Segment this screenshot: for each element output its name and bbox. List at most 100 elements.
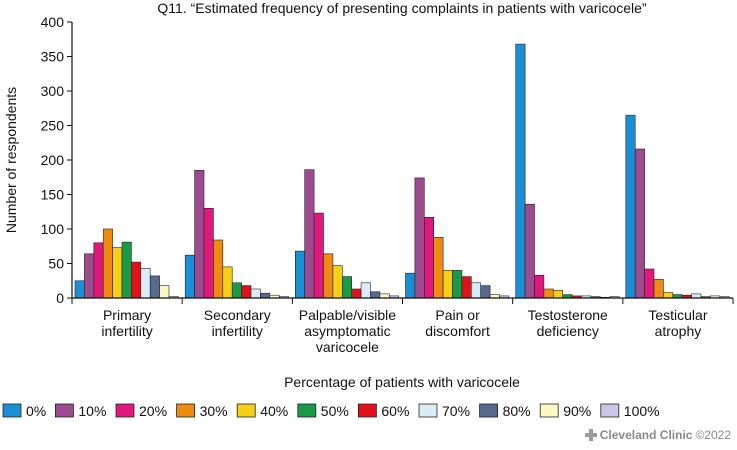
bar-30pct-2 [323,253,334,299]
x-category-label-line: Palpable/visible [299,307,396,323]
bar-30pct-4 [543,288,554,299]
bar-40pct-2 [332,265,343,299]
bar-10pct-3 [414,177,425,299]
x-category-label: Testicular atrophy [648,307,707,339]
x-category-label-line: Testicular [648,307,707,323]
y-tick-label: 50 [48,256,64,272]
bar-60pct-2 [351,288,362,299]
bar-90pct-2 [379,293,390,299]
bar-50pct-2 [341,276,352,299]
bar-50pct-0 [121,241,132,299]
bar-20pct-1 [203,208,214,299]
bar-30pct-5 [653,279,664,299]
x-category-label: Pain or discomfort [425,307,490,339]
bar-30pct-0 [102,228,113,299]
bar-40pct-4 [552,290,563,299]
y-tick-label: 0 [56,290,64,306]
bar-80pct-3 [480,285,491,299]
x-category-label-line: Testosterone [528,307,608,323]
y-tick-label: 400 [41,14,65,30]
x-category-label-line: atrophy [655,323,702,339]
bar-0pct-3 [405,272,416,299]
legend-label-50pct: 50% [321,403,349,419]
legend-swatch-0pct [2,403,22,418]
bar-70pct-3 [470,282,481,299]
legend-swatch-100pct [600,403,620,418]
bar-0pct-1 [184,254,195,299]
x-category-label-line: infertility [212,323,263,339]
legend-label-100pct: 100% [624,403,660,419]
x-category-label-line: Secondary [204,307,271,323]
bar-20pct-4 [534,274,545,299]
y-tick-label: 100 [41,221,65,237]
bar-70pct-1 [250,288,261,299]
bar-60pct-3 [461,276,472,299]
legend-swatch-30pct [176,403,196,418]
bar-30pct-1 [213,239,224,299]
bar-10pct-1 [194,170,205,299]
bar-30pct-3 [433,237,444,299]
bar-40pct-1 [222,266,233,299]
legend-swatch-90pct [539,403,559,418]
legend-swatch-10pct [55,403,74,418]
legend-swatch-40pct [236,403,256,418]
bar-10pct-0 [84,253,95,299]
bar-90pct-0 [159,285,170,299]
bar-40pct-5 [663,292,674,299]
bar-20pct-0 [93,242,104,299]
bar-70pct-0 [140,267,151,299]
legend-swatch-20pct [115,403,135,418]
y-tick-label: 250 [41,118,65,134]
x-category-label: Secondary infertility [204,307,271,339]
legend-label-30pct: 30% [200,403,228,419]
bar-0pct-2 [294,250,305,299]
legend-swatch-50pct [297,403,317,418]
x-category-label-line: Pain or [435,307,480,323]
x-category-label-line: Primary [103,307,151,323]
bar-70pct-5 [691,293,702,299]
cleveland-clinic-logo-icon [584,429,597,441]
x-category-label-line: asymptomatic [304,323,390,339]
bar-80pct-0 [149,275,160,299]
bar-0pct-0 [74,280,85,299]
bar-0pct-5 [625,114,636,299]
bar-20pct-5 [644,268,655,299]
x-category-label: Primary infertility [101,307,152,339]
bar-80pct-2 [370,291,381,299]
legend-label-90pct: 90% [563,403,591,419]
bar-20pct-3 [423,217,434,299]
credit-copyright: ©2022 [695,428,731,442]
legend-swatch-60pct [357,403,377,418]
bar-50pct-3 [452,270,463,299]
bar-60pct-1 [241,285,252,299]
chart-title: Q11. “Estimated frequency of presenting … [157,0,647,16]
legend-label-70pct: 70% [442,403,470,419]
y-tick-label: 150 [41,187,65,203]
legend-label-40pct: 40% [260,403,288,419]
bar-10pct-2 [304,169,315,299]
x-axis-label: Percentage of patients with varicocele [284,374,520,390]
x-category-label-line: varicocele [316,339,379,355]
legend-swatch-80pct [479,403,499,418]
x-category-label: Testosterone deficiency [528,307,608,339]
legend-label-0pct: 0% [26,403,46,419]
legend-label-20pct: 20% [139,403,167,419]
y-tick-label: 350 [41,49,65,65]
y-axis-label: Number of respondents [3,87,19,233]
x-category-label: Palpable/visible asymptomatic varicocele [299,307,396,355]
legend-label-60pct: 60% [381,403,409,419]
credit-watermark: Cleveland Clinic ©2022 [584,428,731,442]
bar-70pct-2 [360,282,371,299]
bar-40pct-0 [112,247,123,299]
x-category-label-line: discomfort [425,323,490,339]
bar-40pct-3 [442,270,453,299]
legend-swatch-70pct [418,403,438,418]
bar-10pct-4 [524,203,535,299]
y-tick-label: 200 [41,152,65,168]
legend-label-10pct: 10% [78,403,106,419]
legend-label-80pct: 80% [503,403,531,419]
bar-0pct-4 [515,43,526,299]
bar-80pct-1 [260,292,271,299]
x-category-label-line: deficiency [537,323,599,339]
